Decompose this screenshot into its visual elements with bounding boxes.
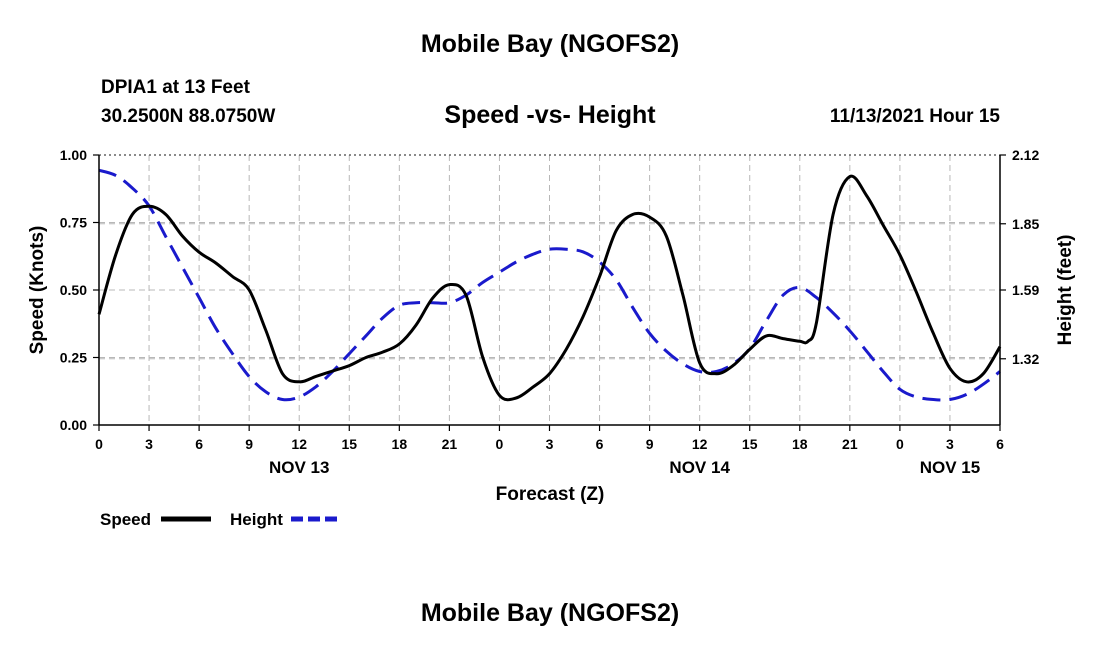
footer-title: Mobile Bay (NGOFS2) <box>420 599 680 627</box>
legend-speed-label: Speed <box>100 510 151 529</box>
series-layer <box>97 168 1002 402</box>
x-tick-label: 21 <box>842 436 858 452</box>
chart-subtitle: Speed -vs- Height <box>444 101 656 129</box>
y2-tick-label: 1.85 <box>1012 216 1039 232</box>
forecast-datetime: 11/13/2021 Hour 15 <box>829 106 1000 127</box>
x-tick-label: 3 <box>546 436 554 452</box>
station-label: DPIA1 at 13 Feet <box>101 77 250 98</box>
x-tick-label: 3 <box>946 436 954 452</box>
y-tick-label: 0.00 <box>60 417 87 433</box>
x-tick-label: 18 <box>392 436 408 452</box>
legend-height-label: Height <box>230 510 283 529</box>
x-tick-label: 12 <box>291 436 307 452</box>
x-day-label: NOV 14 <box>669 458 730 477</box>
y2-tick-label: 1.59 <box>1012 282 1039 298</box>
x-tick-label: 12 <box>692 436 708 452</box>
y-tick-label: 0.25 <box>60 350 87 366</box>
page-title: Mobile Bay (NGOFS2) <box>420 30 680 58</box>
x-tick-label: 18 <box>792 436 808 452</box>
height-series-line <box>98 168 1001 402</box>
x-tick-label: 15 <box>341 436 357 452</box>
speed-series-line <box>97 174 1002 402</box>
coordinates-label: 30.2500N 88.0750W <box>101 106 276 127</box>
axes <box>93 154 1006 431</box>
axis-labels: 0 3 6 9 12 15 18 21 0 3 6 9 12 15 18 21 0 3 6 NOV 13 NOV 14 N… <box>60 147 1040 477</box>
x-tick-label: 6 <box>996 436 1004 452</box>
x-tick-label: 0 <box>95 436 103 452</box>
x-tick-label: 9 <box>646 436 654 452</box>
x-tick-label: 6 <box>596 436 604 452</box>
y2-tick-label: 1.32 <box>1012 351 1039 367</box>
y-tick-label: 1.00 <box>60 147 87 163</box>
x-tick-label: 21 <box>442 436 458 452</box>
y-tick-label: 0.75 <box>60 215 87 231</box>
x-day-label: NOV 15 <box>920 458 980 477</box>
x-tick-label: 15 <box>742 436 758 452</box>
y2-axis-title: Height (feet) <box>1055 235 1076 346</box>
x-day-label: NOV 13 <box>269 458 329 477</box>
x-tick-label: 6 <box>195 436 203 452</box>
x-tick-label: 0 <box>496 436 504 452</box>
y-axis-title: Speed (Knots) <box>27 226 48 355</box>
x-tick-label: 9 <box>245 436 253 452</box>
x-tick-label: 3 <box>145 436 153 452</box>
y2-tick-label: 2.12 <box>1012 147 1039 163</box>
y-tick-label: 0.50 <box>60 282 87 298</box>
legend: Speed Height <box>100 510 341 529</box>
x-tick-label: 0 <box>896 436 904 452</box>
x-axis-title: Forecast (Z) <box>496 484 605 505</box>
